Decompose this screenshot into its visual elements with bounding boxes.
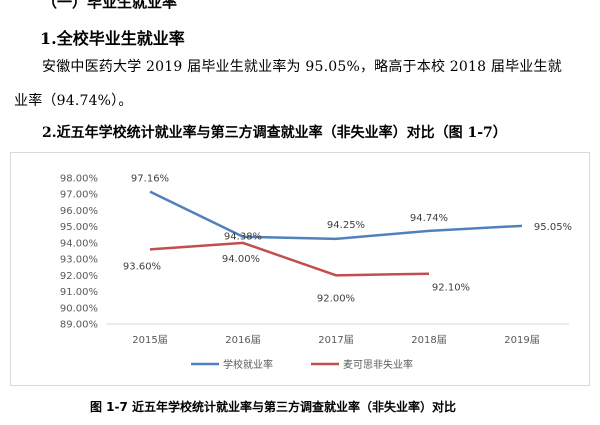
y-tick-label: 97.00%	[60, 190, 98, 201]
x-tick-label: 2019届	[504, 334, 539, 346]
data-label: 92.00%	[317, 293, 355, 304]
data-label: 97.16%	[131, 174, 169, 185]
chart-frame: 89.00% 90.00% 91.00% 92.00% 93.00% 94.00% 95.0…	[10, 152, 590, 386]
paragraph-line-2: 业率（94.74%）。	[14, 93, 133, 109]
x-tick-label: 2015届	[132, 334, 167, 346]
y-tick-label: 96.00%	[60, 206, 98, 217]
y-tick-label: 89.00%	[60, 320, 98, 331]
data-label: 95.05%	[534, 222, 572, 233]
x-tick-label: 2017届	[318, 334, 353, 346]
figure-caption: 图 1-7 近五年学校统计就业率与第三方调查就业率（非失业率）对比	[90, 400, 457, 414]
cut-off-heading: （一）毕业生就业率	[42, 0, 178, 11]
y-tick-label: 90.00%	[60, 303, 98, 314]
data-label: 94.74%	[410, 213, 448, 224]
data-label: 94.38%	[224, 232, 262, 243]
legend-label-1: 学校就业率	[223, 358, 273, 371]
y-tick-label: 93.00%	[60, 255, 98, 266]
y-tick-label: 95.00%	[60, 222, 98, 233]
paragraph-line-1: 安徽中医药大学 2019 届毕业生就业率为 95.05%，略高于本校 2018 …	[42, 59, 562, 75]
data-label: 94.25%	[327, 220, 365, 231]
employment-rate-chart: 89.00% 90.00% 91.00% 92.00% 93.00% 94.00% 95.0…	[60, 174, 572, 372]
series-line-2	[149, 241, 430, 277]
series-line-1	[149, 190, 523, 241]
legend-label-2: 麦可思非失业率	[343, 358, 413, 371]
y-tick-label: 94.00%	[60, 238, 98, 249]
y-tick-label: 91.00%	[60, 287, 98, 298]
x-tick-label: 2018届	[411, 334, 446, 346]
data-label: 92.10%	[432, 283, 470, 294]
y-tick-label: 98.00%	[60, 174, 98, 185]
subsection-title: 2.近五年学校统计就业率与第三方调查就业率（非失业率）对比（图 1-7）	[42, 125, 507, 141]
data-label: 93.60%	[123, 261, 161, 272]
x-tick-label: 2016届	[225, 334, 260, 346]
section-title: 1.全校毕业生就业率	[40, 29, 185, 48]
data-label: 94.00%	[222, 254, 260, 265]
y-tick-label: 92.00%	[60, 271, 98, 282]
